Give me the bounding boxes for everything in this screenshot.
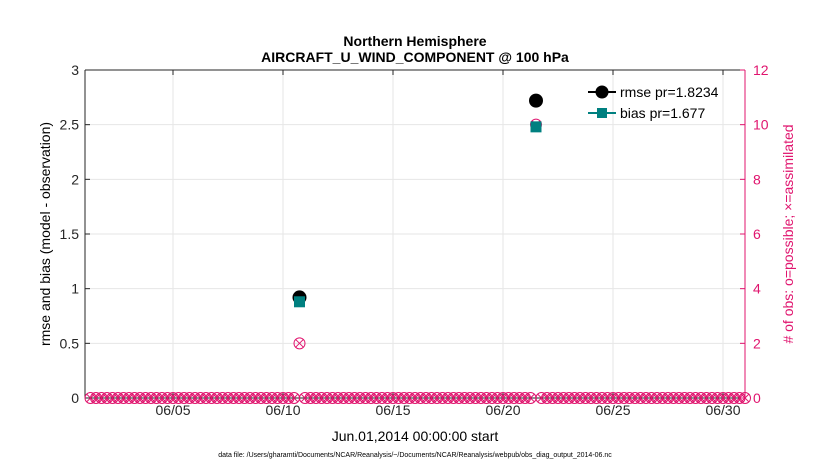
- x-tick-label: 06/30: [705, 402, 740, 418]
- legend-rmse-marker: [595, 85, 609, 99]
- y-tick-label-right: 6: [753, 226, 761, 242]
- x-tick-label: 06/10: [265, 402, 300, 418]
- obs-count-marker-possible: [739, 392, 751, 404]
- y-tick-label-left: 1.5: [60, 226, 80, 242]
- obs-count-marker-assimilated: [289, 393, 299, 403]
- x-axis-label: Jun.01,2014 00:00:00 start: [331, 428, 499, 444]
- y-tick-label-left: 0: [71, 390, 79, 406]
- y-tick-label-left: 2.5: [60, 117, 80, 133]
- y-tick-label-left: 3: [71, 62, 79, 78]
- obs-count-marker-assimilated: [740, 393, 750, 403]
- y-tick-label-right: 10: [753, 117, 769, 133]
- x-tick-label: 06/15: [375, 402, 410, 418]
- y-tick-label-left: 0.5: [60, 335, 80, 351]
- x-tick-label: 06/05: [155, 402, 190, 418]
- y-axis-label-left: rmse and bias (model - observation): [37, 121, 53, 347]
- legend-rmse-label: rmse pr=1.8234: [620, 84, 719, 100]
- bias-point: [530, 121, 542, 133]
- obs-count-marker-assimilated: [295, 338, 304, 348]
- y-tick-label-right: 0: [753, 390, 761, 406]
- y-tick-label-right: 8: [753, 171, 761, 187]
- chart-title-line-1: Northern Hemisphere: [343, 33, 487, 49]
- y-axis-label-right: # of obs: o=possible; ×=assimilated: [780, 124, 796, 344]
- obs-count-marker-assimilated: [526, 393, 535, 403]
- y-tick-label-right: 2: [753, 335, 761, 351]
- chart-title-line-2: AIRCRAFT_U_WIND_COMPONENT @ 100 hPa: [261, 49, 569, 65]
- x-tick-label: 06/25: [595, 402, 630, 418]
- y-tick-label-right: 4: [753, 281, 761, 297]
- y-tick-label-right: 12: [753, 62, 769, 78]
- legend-bias-marker: [597, 108, 607, 118]
- obs-count-marker-possible: [293, 337, 306, 350]
- data-file-footer: data file: /Users/gharamti/Documents/NCA…: [218, 452, 612, 459]
- bias-point: [294, 296, 305, 308]
- y-tick-label-left: 2: [71, 171, 79, 187]
- rmse-point: [529, 93, 543, 108]
- x-tick-label: 06/20: [485, 402, 520, 418]
- legend-bias-label: bias pr=1.677: [620, 105, 705, 121]
- y-tick-label-left: 1: [71, 281, 79, 297]
